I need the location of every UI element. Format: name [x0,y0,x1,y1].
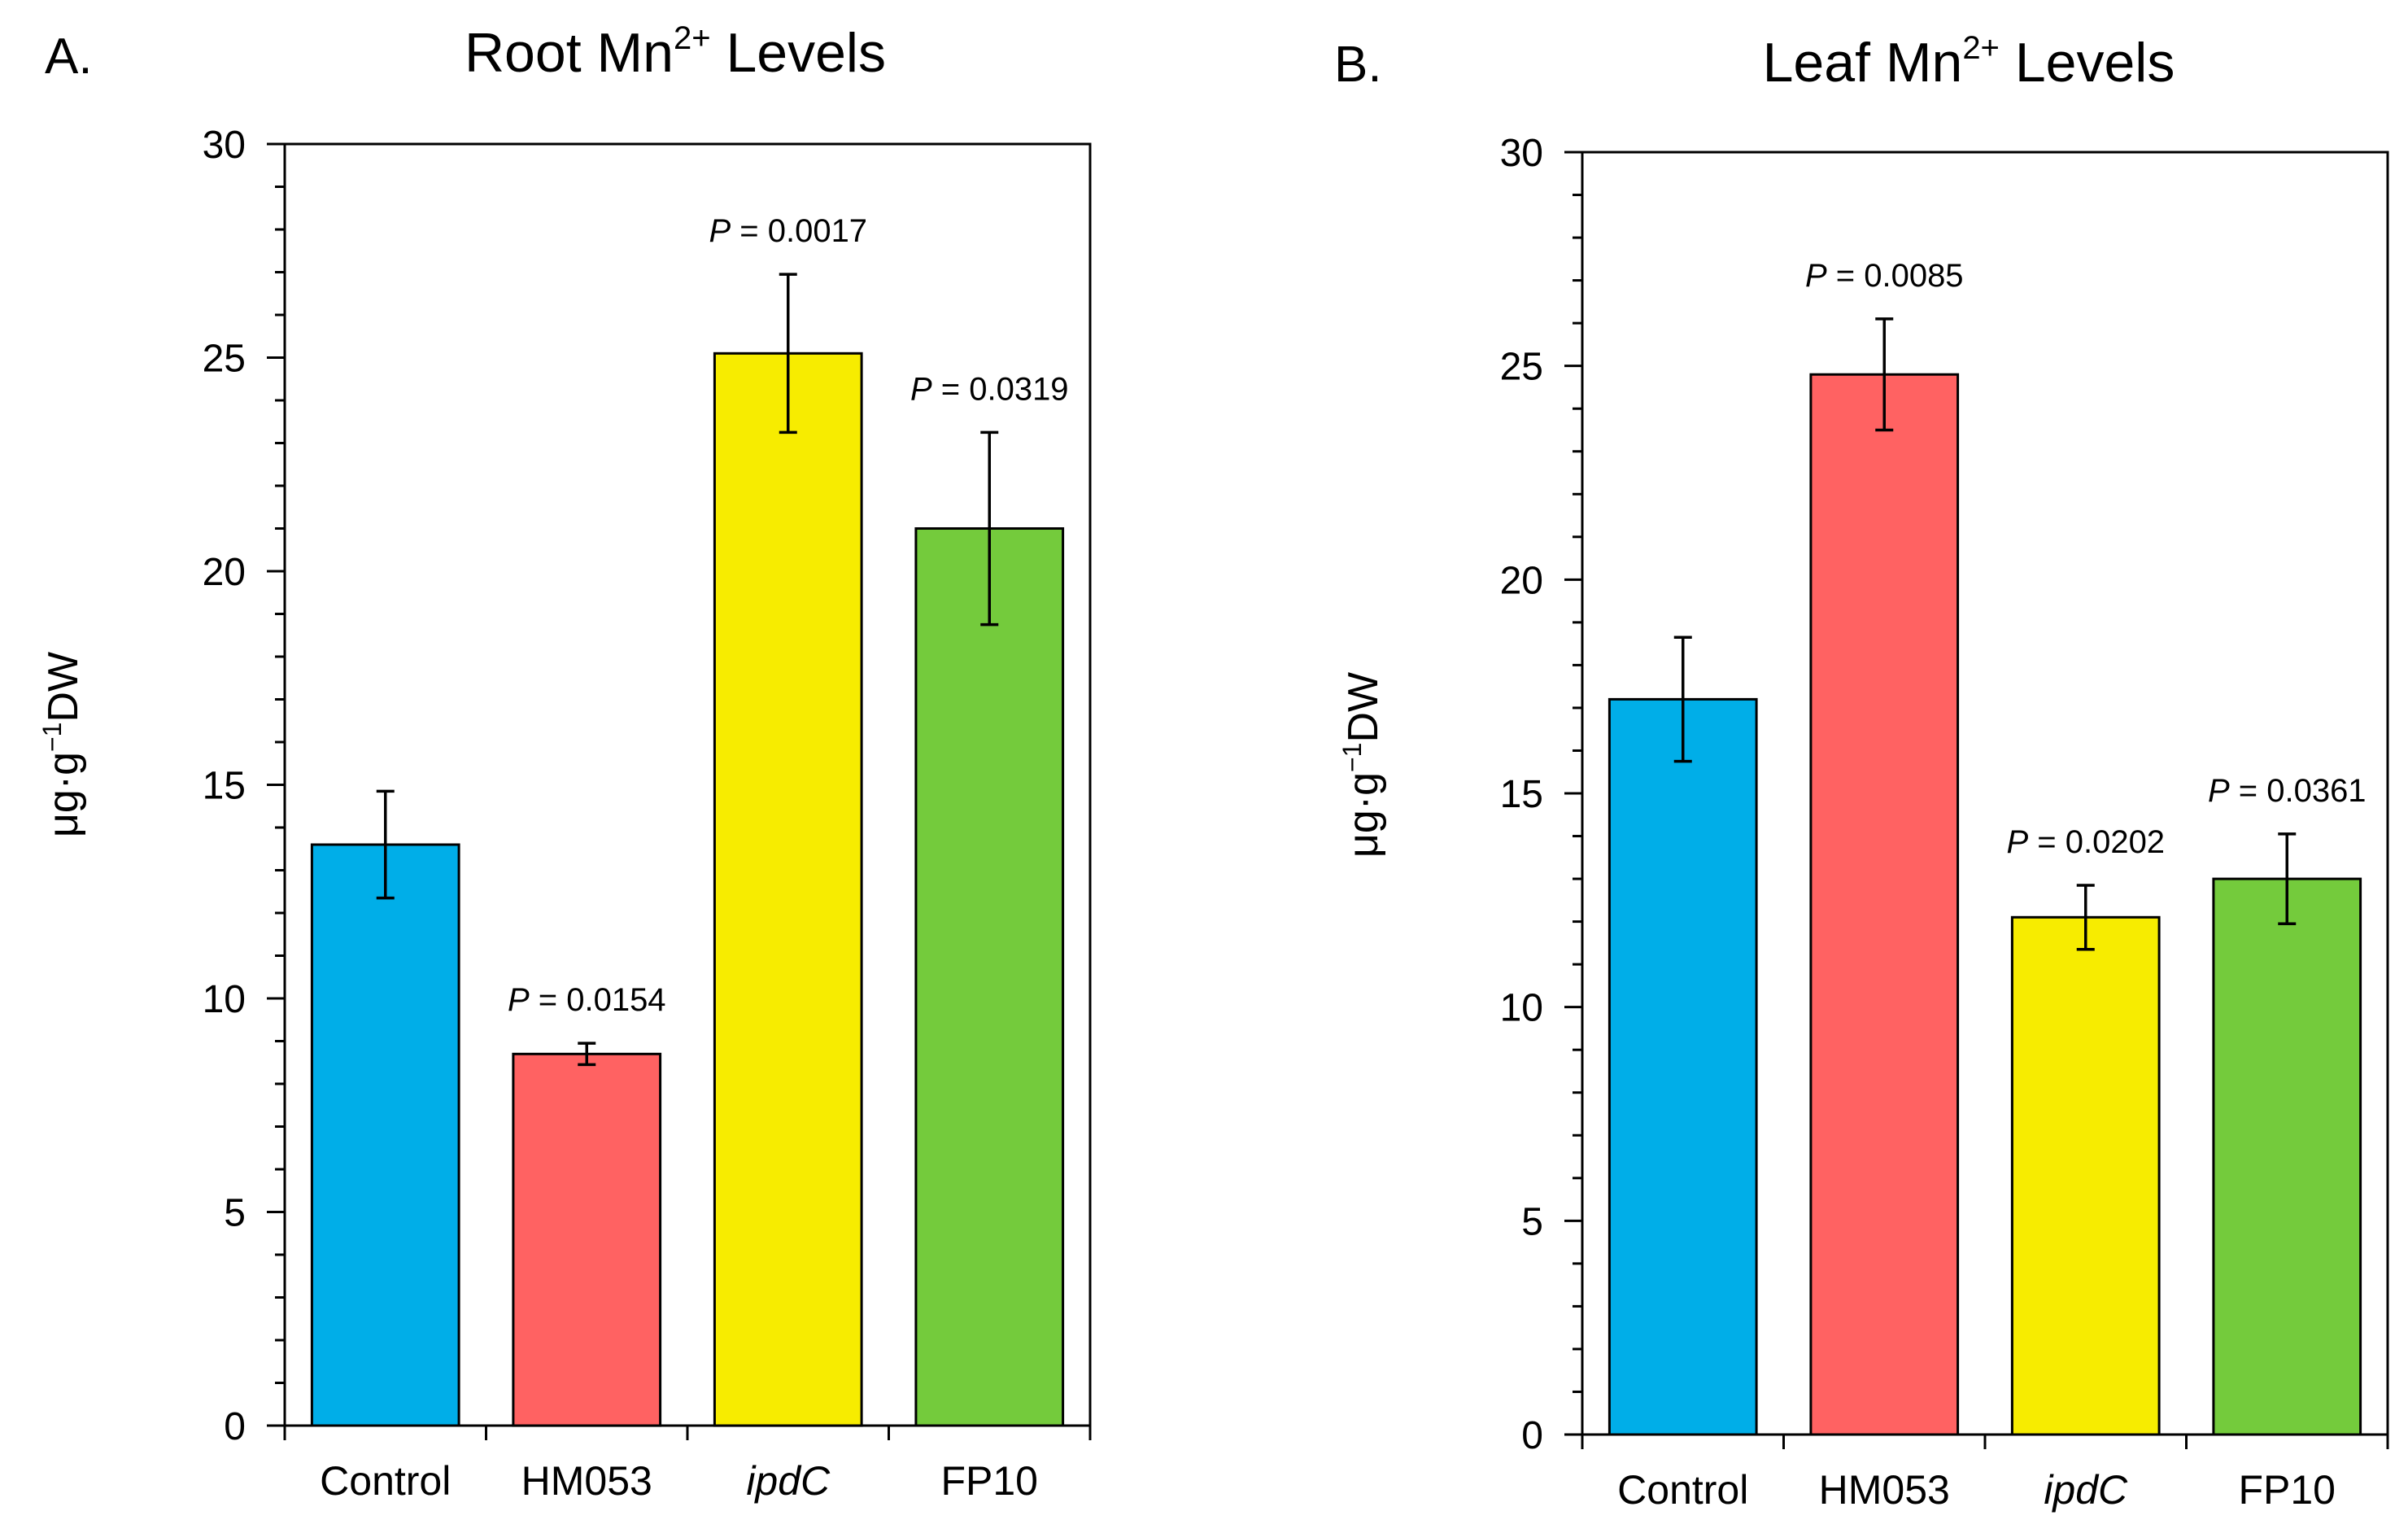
x-tick-label-b-ipdc: ipdC [2044,1467,2128,1513]
chart-title-a-superscript: 2+ [674,20,711,56]
bar-a-control [310,843,460,1427]
y-axis-label-a-prefix: μg·g [40,752,87,837]
x-axis-ticks-b [1581,1435,2389,1449]
y-tick-label-a-5: 5 [224,1192,246,1235]
chart-title-a: Root Mn2+ Levels [465,20,886,84]
bar-b-fp10 [2212,877,2362,1436]
y-tick-label-a-30: 30 [203,124,246,167]
x-tick-label-a-fp10: FP10 [940,1458,1038,1504]
y-tick-label-a-25: 25 [203,338,246,381]
error-bar-b-ipdc [2076,884,2095,951]
p-value-a-ipdc: P = 0.0017 [709,213,867,249]
plot-area-b: 0 5 10 15 20 25 30 Control HM053 ipdC FP10 P = 0.00… [1500,132,2389,1513]
error-bar-b-control [1673,635,1692,763]
panel-a-root-chart: A. Root Mn2+ Levels μg·g−1DW 0 5 10 15 20 25 3… [37,20,1092,1504]
bar-a-hm053 [512,1052,662,1427]
error-bar-a-hm053 [578,1042,596,1067]
y-tick-label-a-20: 20 [203,551,246,594]
p-value-a-hm053: P = 0.0154 [508,982,666,1018]
x-tick-label-a-control: Control [320,1458,451,1504]
error-bar-b-fp10 [2278,832,2297,925]
y-axis-label-a-suffix: DW [40,652,87,723]
panel-b-leaf-chart: B. Leaf Mn2+ Levels μg·g−1DW 0 5 10 15 20 25 3… [1334,30,2389,1513]
bar-b-ipdc [2010,915,2161,1436]
chart-title-a-prefix: Root Mn [465,22,674,84]
y-tick-label-a-15: 15 [203,765,246,808]
y-axis-label-b: μg·g−1DW [1337,672,1387,858]
y-axis-label-b-superscript: −1 [1337,743,1367,772]
y-tick-label-b-30: 30 [1500,132,1543,175]
chart-title-b: Leaf Mn2+ Levels [1763,30,2175,94]
chart-title-b-prefix: Leaf Mn [1763,32,1963,94]
chart-title-a-suffix: Levels [711,22,886,84]
y-axis-label-a: μg·g−1DW [37,652,87,837]
bar-b-control [1608,697,1758,1436]
y-axis-label-b-suffix: DW [1340,672,1387,743]
chart-title-b-suffix: Levels [2000,32,2175,94]
x-axis-ticks-a [283,1426,1092,1440]
error-bar-a-control [376,789,395,900]
y-tick-label-b-5: 5 [1521,1200,1543,1243]
y-axis-label-a-superscript: −1 [37,723,67,752]
error-bar-b-hm053 [1875,317,1894,432]
x-tick-label-a-hm053: HM053 [521,1458,652,1504]
y-tick-label-a-0: 0 [224,1405,246,1448]
y-tick-label-b-20: 20 [1500,559,1543,602]
plot-area-a: 0 5 10 15 20 25 30 Control HM053 ipdC FP10 P = 0.01… [203,124,1092,1504]
error-bar-a-fp10 [980,430,999,627]
x-tick-label-b-fp10: FP10 [2238,1467,2336,1513]
panel-letter-b: B. [1334,37,1382,93]
y-tick-label-b-0: 0 [1521,1414,1543,1457]
x-tick-label-a-ipdc: ipdC [746,1458,831,1504]
y-tick-label-b-15: 15 [1500,773,1543,816]
bar-b-hm053 [1809,373,1960,1436]
y-tick-label-b-10: 10 [1500,987,1543,1030]
p-value-a-fp10: P = 0.0319 [910,371,1069,407]
x-tick-label-b-control: Control [1617,1467,1748,1513]
p-value-b-ipdc: P = 0.0202 [2006,824,2165,860]
p-value-b-hm053: P = 0.0085 [1805,258,1964,294]
bar-a-ipdc [713,352,863,1427]
x-tick-label-b-hm053: HM053 [1819,1467,1950,1513]
y-axis-ticks-b [1564,151,1582,1436]
y-axis-ticks-a [267,142,285,1427]
panel-letter-a: A. [45,28,93,85]
y-tick-label-a-10: 10 [203,978,246,1021]
chart-title-b-superscript: 2+ [1962,30,2000,66]
error-bar-a-ipdc [779,273,797,435]
p-value-b-fp10: P = 0.0361 [2208,773,2367,809]
y-axis-label-b-prefix: μg·g [1340,772,1387,858]
bar-a-fp10 [914,527,1065,1427]
y-tick-label-b-25: 25 [1500,346,1543,389]
